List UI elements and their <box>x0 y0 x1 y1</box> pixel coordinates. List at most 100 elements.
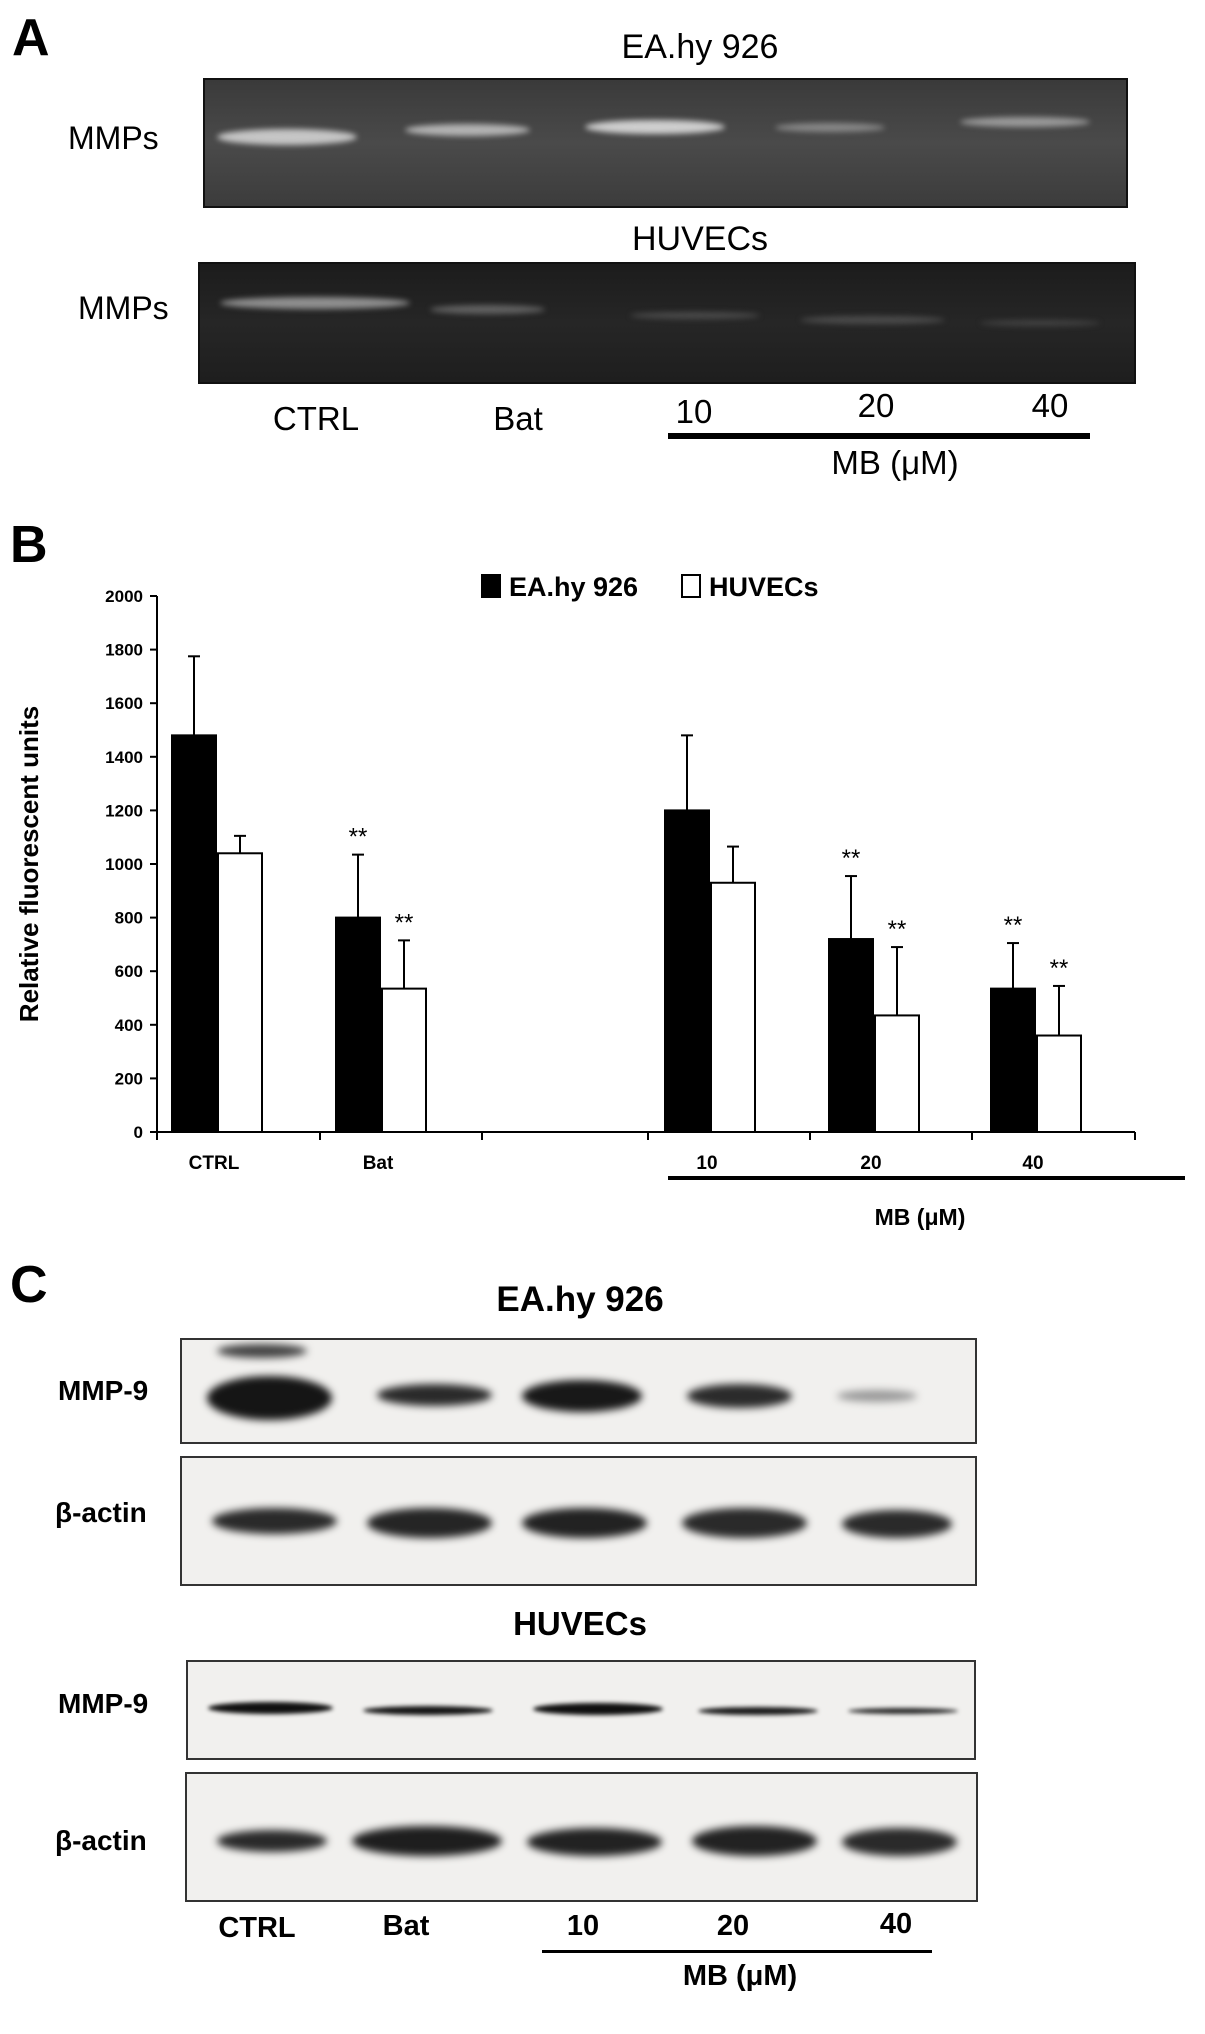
western-blot-ea-actin <box>180 1456 977 1586</box>
panel-a-group-label: MB (μM) <box>831 444 959 481</box>
band <box>212 1508 337 1534</box>
panel-a-top-title: EA.hy 926 <box>621 28 779 66</box>
bar <box>828 938 874 1134</box>
y-tick-label: 1000 <box>105 855 143 874</box>
significance-mark: ** <box>888 916 907 943</box>
western-blot-huvec-mmp9 <box>186 1660 976 1760</box>
band <box>842 1828 957 1856</box>
panel-a-lane-10: 10 <box>675 393 713 430</box>
western-blot-ea-mmp9 <box>180 1338 977 1444</box>
x-tick-label: Bat <box>363 1153 394 1174</box>
significance-mark: ** <box>1050 955 1069 982</box>
band <box>630 312 760 319</box>
bar <box>381 987 427 1133</box>
band <box>775 123 885 132</box>
y-tick-label: 800 <box>115 909 143 928</box>
bar <box>335 916 381 1133</box>
band <box>837 1390 917 1402</box>
band <box>687 1384 792 1408</box>
band <box>377 1384 492 1406</box>
y-tick-label: 1600 <box>105 694 143 713</box>
legend-swatch-ea <box>481 574 501 598</box>
panel-a-bottom-row-label: MMPs <box>78 290 169 326</box>
band <box>217 129 357 145</box>
band <box>430 305 545 314</box>
band <box>220 297 410 309</box>
bar <box>171 734 217 1134</box>
band <box>208 1702 333 1714</box>
panel-a-lane-bat: Bat <box>493 400 543 437</box>
panel-c-lane-10: 10 <box>566 1910 600 1942</box>
legend-label-ea: EA.hy 926 <box>509 572 638 602</box>
y-tick-label: 0 <box>134 1123 143 1142</box>
panel-a-letter: A <box>12 9 50 67</box>
panel-a-bottom-title: HUVECs <box>631 220 769 258</box>
bar <box>1036 1034 1082 1133</box>
panel-a-top-row-label: MMPs <box>68 120 159 156</box>
panel-c-lane-20: 20 <box>716 1910 750 1942</box>
x-tick-label: CTRL <box>189 1153 240 1174</box>
significance-mark: ** <box>842 845 861 872</box>
band <box>800 316 945 324</box>
panel-a-lane-20: 20 <box>857 387 895 424</box>
bar <box>217 852 263 1133</box>
y-axis-label: Relative fluorescent units <box>14 706 44 1022</box>
zymogram-ea-hy926 <box>203 78 1128 208</box>
band <box>682 1508 807 1538</box>
group-label: MB (μM) <box>875 1204 966 1230</box>
band <box>522 1508 647 1538</box>
y-tick-label: 600 <box>115 962 143 981</box>
panel-b-letter: B <box>10 516 48 574</box>
y-tick-label: 2000 <box>105 587 143 606</box>
bar <box>990 987 1036 1133</box>
band <box>367 1508 492 1538</box>
bar <box>664 809 710 1133</box>
band <box>217 1830 327 1852</box>
band <box>692 1826 817 1856</box>
panel-c-lane-40: 40 <box>879 1908 913 1940</box>
y-tick-label: 1200 <box>105 801 143 820</box>
band <box>207 1376 332 1420</box>
panel-c-lane-bat: Bat <box>382 1910 430 1942</box>
band <box>848 1708 958 1714</box>
zymogram-huvecs <box>198 262 1136 384</box>
legend-swatch-huvec <box>681 574 701 598</box>
western-blot-huvec-actin <box>185 1772 978 1902</box>
wb-bottom-mmp9-label: MMP-9 <box>58 1688 149 1719</box>
band <box>960 117 1090 127</box>
wb-top-mmp9-label: MMP-9 <box>58 1375 149 1406</box>
panel-a-group-bracket <box>668 433 1090 439</box>
bar <box>710 881 756 1134</box>
panel-c-letter: C <box>10 1256 48 1314</box>
panel-c-top-title: EA.hy 926 <box>496 1280 664 1319</box>
wb-top-actin-label: β-actin <box>55 1497 147 1528</box>
band <box>533 1703 663 1715</box>
x-tick-label: 20 <box>860 1153 881 1174</box>
y-tick-label: 1400 <box>105 748 143 767</box>
band <box>217 1344 307 1358</box>
panel-c-group-label: MB (μM) <box>682 1960 798 1992</box>
significance-mark: ** <box>395 909 414 936</box>
band <box>405 124 530 136</box>
band <box>698 1707 818 1715</box>
y-tick-label: 400 <box>115 1016 143 1035</box>
band <box>352 1826 502 1856</box>
wb-bottom-actin-label: β-actin <box>55 1825 147 1856</box>
panel-a-lane-ctrl: CTRL <box>272 400 360 437</box>
band <box>842 1510 952 1538</box>
y-tick-label: 200 <box>115 1069 143 1088</box>
band <box>585 120 725 134</box>
significance-mark: ** <box>1004 912 1023 939</box>
band <box>522 1380 642 1412</box>
band <box>980 320 1100 326</box>
panel-c-group-bracket <box>542 1950 932 1953</box>
bar <box>874 1014 920 1134</box>
bar-chart: 0 200 400 600 800 1000 1200 1400 1600 1800 2000 Rel… <box>14 572 1185 1230</box>
significance-mark: ** <box>349 824 368 851</box>
x-tick-label: 40 <box>1022 1153 1043 1174</box>
x-tick-label: 10 <box>696 1153 717 1174</box>
panel-c-bottom-title: HUVECs <box>513 1605 647 1642</box>
panel-a-lane-40: 40 <box>1031 387 1069 424</box>
y-tick-label: 1800 <box>105 641 143 660</box>
panel-c-lane-ctrl: CTRL <box>218 1912 296 1944</box>
